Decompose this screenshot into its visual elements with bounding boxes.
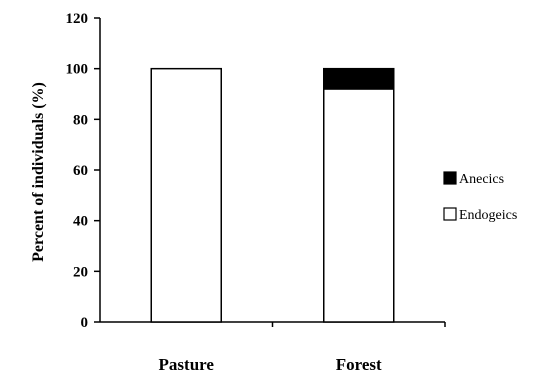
y-axis-label: Percent of individuals (%) <box>30 82 47 262</box>
y-tick-label: 100 <box>66 62 89 78</box>
legend-label-anecics: Anecics <box>459 172 504 187</box>
y-tick-label: 20 <box>73 264 88 280</box>
legend-swatch-anecics <box>443 171 457 185</box>
y-tick-label: 0 <box>81 315 89 331</box>
legend: Anecics Endogeics <box>443 171 517 223</box>
bar-pasture-endogeics <box>150 67 222 323</box>
bar-forest-endogeics <box>323 88 395 323</box>
bars <box>150 67 395 323</box>
legend-swatch-endogeics <box>443 207 457 221</box>
legend-label-endogeics: Endogeics <box>459 208 517 223</box>
bar-forest-anecics <box>323 67 395 90</box>
y-tick-label: 40 <box>73 214 88 230</box>
y-tick-label: 120 <box>66 11 89 27</box>
x-tick-labels: Pasture Forest <box>159 355 383 374</box>
y-tick-label: 80 <box>73 112 88 128</box>
x-tick-label-pasture: Pasture <box>159 355 215 374</box>
y-tick-label: 60 <box>73 163 88 179</box>
x-tick-label-forest: Forest <box>336 355 382 374</box>
